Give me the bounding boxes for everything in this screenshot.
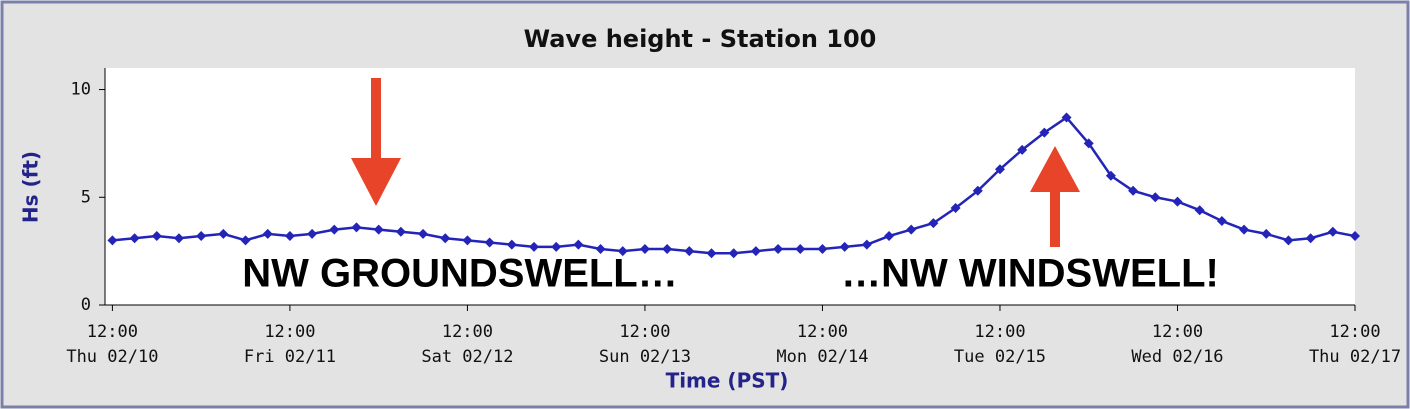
x-tick-label: Sun 02/13 [599, 347, 691, 367]
marker [839, 241, 850, 252]
x-tick-label: Thu 02/10 [66, 347, 158, 367]
chart-title: Wave height - Station 100 [524, 25, 877, 53]
y-axis-label: Hs (ft) [19, 151, 43, 223]
marker [1239, 224, 1250, 235]
plot-area [105, 68, 1355, 305]
annotation: NW GROUNDSWELL… [242, 252, 678, 296]
marker [773, 243, 784, 254]
arrow [1030, 146, 1080, 192]
marker [906, 224, 917, 235]
marker [107, 235, 118, 246]
x-tick-label: Fri 02/11 [244, 347, 336, 367]
marker [1017, 144, 1028, 155]
marker [1283, 235, 1294, 246]
marker [972, 185, 983, 196]
marker [351, 222, 362, 233]
marker [551, 241, 562, 252]
marker [617, 246, 628, 257]
marker [151, 231, 162, 242]
y-tick-label: 0 [81, 295, 91, 315]
y-tick-label: 10 [71, 80, 91, 100]
x-tick-label: 12:00 [619, 322, 670, 342]
marker [706, 248, 717, 259]
marker [1128, 185, 1139, 196]
marker [484, 237, 495, 248]
marker [373, 224, 384, 235]
marker [684, 246, 695, 257]
x-tick-label: 12:00 [87, 322, 138, 342]
marker [173, 233, 184, 244]
marker [418, 228, 429, 239]
x-tick-label: 12:00 [1152, 322, 1203, 342]
marker [1194, 205, 1205, 216]
x-tick-label: 12:00 [1329, 322, 1380, 342]
marker [1105, 170, 1116, 181]
arrow [371, 78, 381, 163]
annotation: …NW WINDSWELL! [841, 252, 1219, 296]
marker [307, 228, 318, 239]
marker [1083, 138, 1094, 149]
x-tick-label: 12:00 [264, 322, 315, 342]
marker [240, 235, 251, 246]
arrow [1050, 185, 1060, 247]
marker [573, 239, 584, 250]
marker [262, 228, 273, 239]
marker [884, 231, 895, 242]
marker [1327, 226, 1338, 237]
marker [950, 203, 961, 214]
marker [1061, 112, 1072, 123]
arrows [351, 78, 1080, 247]
marker [1039, 127, 1050, 138]
marker [528, 241, 539, 252]
marker [1150, 192, 1161, 203]
marker [462, 235, 473, 246]
marker [506, 239, 517, 250]
x-tick-label: 12:00 [442, 322, 493, 342]
marker [129, 233, 140, 244]
marker [395, 226, 406, 237]
marker [817, 243, 828, 254]
arrow [351, 158, 401, 206]
marker [639, 243, 650, 254]
marker [728, 248, 739, 259]
marker [928, 218, 939, 229]
marker [1216, 215, 1227, 226]
x-tick-label: Sat 02/12 [421, 347, 513, 367]
marker [1350, 231, 1360, 242]
x-tick-label: Mon 02/14 [776, 347, 868, 367]
marker [329, 224, 340, 235]
marker [595, 243, 606, 254]
x-tick-label: Wed 02/16 [1131, 347, 1223, 367]
marker [196, 231, 207, 242]
marker [662, 243, 673, 254]
x-tick-label: Thu 02/17 [1309, 347, 1401, 367]
marker [750, 246, 761, 257]
marker [284, 231, 295, 242]
x-axis-label: Time (PST) [666, 369, 789, 393]
y-tick-label: 5 [81, 187, 91, 207]
marker [1172, 196, 1183, 207]
marker [994, 164, 1005, 175]
marker [218, 228, 229, 239]
marker [795, 243, 806, 254]
x-tick-label: Tue 02/15 [954, 347, 1046, 367]
x-tick-label: 12:00 [974, 322, 1025, 342]
marker [1305, 233, 1316, 244]
marks [107, 112, 1360, 259]
marker [1261, 228, 1272, 239]
marker [440, 233, 451, 244]
marker [861, 239, 872, 250]
x-tick-label: 12:00 [797, 322, 848, 342]
